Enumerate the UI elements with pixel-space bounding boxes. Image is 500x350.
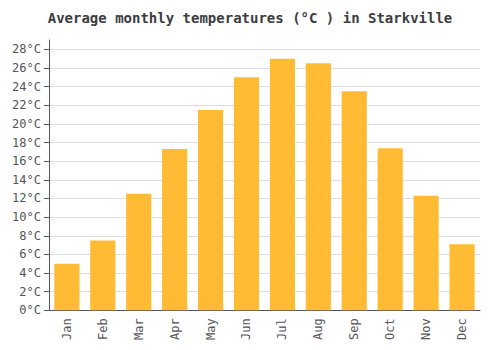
- svg-text:26°C: 26°C: [12, 61, 41, 75]
- svg-text:24°C: 24°C: [12, 80, 41, 94]
- svg-text:Oct: Oct: [383, 318, 397, 340]
- svg-text:0°C: 0°C: [19, 303, 41, 317]
- svg-text:Sep: Sep: [347, 318, 361, 340]
- svg-text:4°C: 4°C: [19, 266, 41, 280]
- svg-text:12°C: 12°C: [12, 191, 41, 205]
- svg-text:Dec: Dec: [455, 318, 469, 340]
- svg-text:20°C: 20°C: [12, 117, 41, 131]
- svg-text:8°C: 8°C: [19, 229, 41, 243]
- svg-text:Mar: Mar: [132, 318, 146, 340]
- svg-text:2°C: 2°C: [19, 285, 41, 299]
- svg-text:10°C: 10°C: [12, 210, 41, 224]
- svg-text:Jun: Jun: [239, 318, 253, 340]
- svg-text:Jul: Jul: [275, 318, 289, 340]
- svg-text:16°C: 16°C: [12, 154, 41, 168]
- svg-text:Aug: Aug: [311, 318, 325, 340]
- svg-text:Apr: Apr: [168, 318, 182, 340]
- svg-text:22°C: 22°C: [12, 98, 41, 112]
- svg-text:Jan: Jan: [60, 318, 74, 340]
- svg-text:6°C: 6°C: [19, 247, 41, 261]
- svg-text:Feb: Feb: [96, 318, 110, 340]
- svg-text:28°C: 28°C: [12, 42, 41, 56]
- svg-text:14°C: 14°C: [12, 173, 41, 187]
- svg-text:May: May: [204, 318, 218, 340]
- svg-text:Nov: Nov: [419, 318, 433, 340]
- svg-text:Average monthly temperatures (: Average monthly temperatures (°C ) in St…: [48, 10, 453, 26]
- svg-text:18°C: 18°C: [12, 136, 41, 150]
